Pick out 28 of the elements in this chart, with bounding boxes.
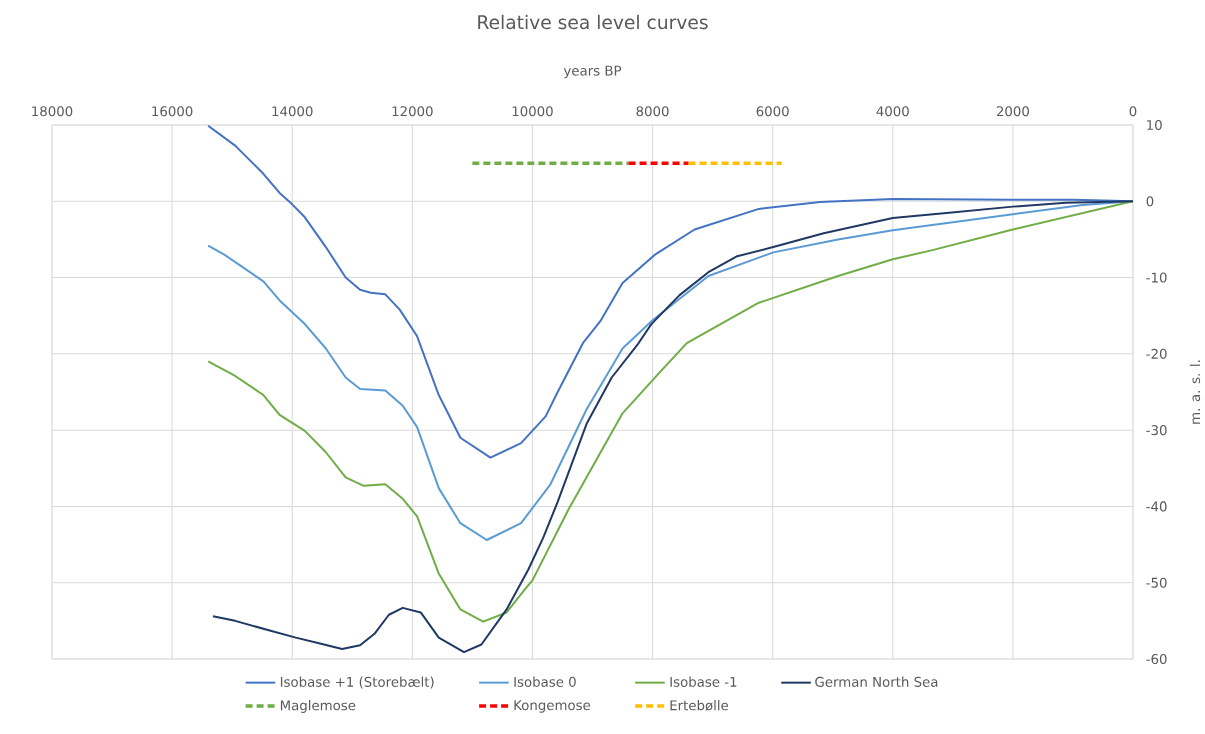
x-tick-label: 12000 <box>392 106 433 117</box>
y-tick-label: 0 <box>1146 196 1154 207</box>
x-tick-label: 0 <box>1129 106 1137 117</box>
legend-label: Maglemose <box>280 700 356 713</box>
legend-label: Kongemose <box>514 700 591 713</box>
y-axis-title: m. a. s. l. <box>1189 360 1201 424</box>
legend-label: Isobase -1 <box>670 676 737 687</box>
x-tick-label: 2000 <box>996 106 1029 117</box>
x-tick-label: 10000 <box>512 106 553 117</box>
y-tick-label: -20 <box>1146 348 1167 359</box>
x-tick-label: 14000 <box>272 106 313 117</box>
y-tick-label: -10 <box>1146 272 1167 283</box>
legend-label: Isobase +1 (Storebælt) <box>280 676 434 689</box>
chart-title: Relative sea level curves <box>478 14 708 30</box>
legend-label: Isobase 0 <box>514 676 576 687</box>
x-tick-label: 4000 <box>876 106 909 117</box>
x-tick-label: 18000 <box>32 106 73 117</box>
x-axis-title: years BP <box>563 65 622 79</box>
legend-label: Ertebølle <box>670 700 729 711</box>
y-tick-label: -50 <box>1146 577 1167 588</box>
y-tick-label: -40 <box>1146 501 1167 512</box>
x-tick-label: 8000 <box>636 106 669 117</box>
y-tick-label: -60 <box>1146 653 1167 665</box>
x-tick-label: 16000 <box>152 106 193 117</box>
x-tick-label: 6000 <box>756 106 789 117</box>
y-tick-label: -30 <box>1146 425 1167 436</box>
y-tick-label: 10 <box>1147 119 1162 131</box>
legend-label: German North Sea <box>815 676 938 687</box>
